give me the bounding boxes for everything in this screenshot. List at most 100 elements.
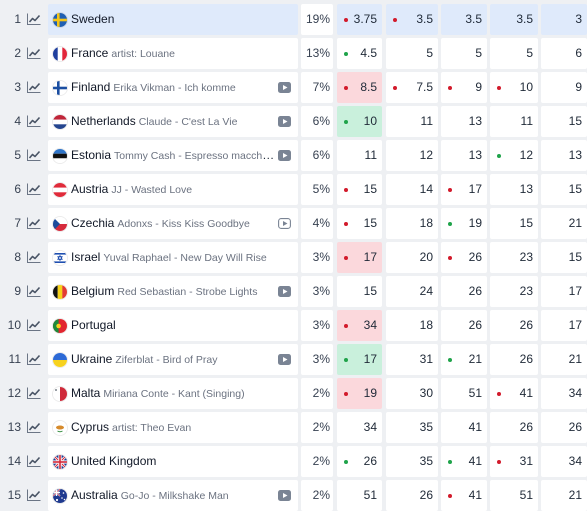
trend-chart-icon[interactable]: [27, 183, 41, 195]
table-row[interactable]: 11 Ukraine Ziferblat - Bird of Pray 3% 17 31 2…: [0, 344, 587, 375]
trend-chart-icon[interactable]: [27, 353, 41, 365]
entry-cell[interactable]: Austria JJ - Wasted Love: [48, 174, 298, 205]
odds-cell[interactable]: 5: [441, 38, 487, 69]
trend-chart-icon[interactable]: [27, 81, 41, 93]
odds-cell[interactable]: 51: [337, 480, 382, 511]
odds-cell[interactable]: 12: [490, 140, 538, 171]
odds-cell[interactable]: 34: [337, 412, 382, 443]
odds-cell[interactable]: 19: [337, 378, 382, 409]
odds-cell[interactable]: 11: [490, 106, 538, 137]
odds-cell[interactable]: 30: [386, 378, 438, 409]
odds-cell[interactable]: 15: [541, 174, 587, 205]
odds-cell[interactable]: 3.5: [490, 4, 538, 35]
odds-cell[interactable]: 35: [386, 412, 438, 443]
entry-cell[interactable]: Finland Erika Vikman - Ich komme: [48, 72, 298, 103]
video-play-icon[interactable]: [278, 82, 291, 93]
odds-cell[interactable]: 26: [490, 344, 538, 375]
odds-cell[interactable]: 5: [386, 38, 438, 69]
country-name[interactable]: Austria: [71, 182, 109, 196]
table-row[interactable]: 4 Netherlands Claude - C'est La Vie 6% 10 11 1…: [0, 106, 587, 137]
entry-cell[interactable]: Australia Go-Jo - Milkshake Man: [48, 480, 298, 511]
odds-cell[interactable]: 3.5: [441, 4, 487, 35]
trend-chart-icon[interactable]: [27, 421, 41, 433]
odds-cell[interactable]: 3: [541, 4, 587, 35]
trend-chart-icon[interactable]: [27, 115, 41, 127]
video-play-icon[interactable]: [278, 116, 291, 127]
trend-chart-icon[interactable]: [27, 489, 41, 501]
trend-chart-icon[interactable]: [27, 149, 41, 161]
odds-cell[interactable]: 21: [541, 208, 587, 239]
odds-cell[interactable]: 34: [541, 378, 587, 409]
trend-chart-icon[interactable]: [27, 319, 41, 331]
odds-cell[interactable]: 8.5: [337, 72, 382, 103]
odds-cell[interactable]: 41: [490, 378, 538, 409]
odds-cell[interactable]: 31: [490, 446, 538, 477]
odds-cell[interactable]: 4.5: [337, 38, 382, 69]
table-row[interactable]: 10 Portugal 3% 34 18 26 26 17: [0, 310, 587, 341]
odds-cell[interactable]: 26: [441, 242, 487, 273]
odds-cell[interactable]: 14: [386, 174, 438, 205]
table-row[interactable]: 15 Australia Go-Jo - Milkshake Man 2% 51 26 41…: [0, 480, 587, 511]
entry-cell[interactable]: Cyprus artist: Theo Evan: [48, 412, 298, 443]
odds-cell[interactable]: 21: [541, 480, 587, 511]
odds-cell[interactable]: 26: [441, 310, 487, 341]
odds-cell[interactable]: 17: [337, 242, 382, 273]
table-row[interactable]: 1 Sweden 19% 3.75 3.5 3.5 3.5 3: [0, 4, 587, 35]
country-name[interactable]: Netherlands: [71, 114, 136, 128]
odds-cell[interactable]: 17: [541, 276, 587, 307]
video-play-icon[interactable]: [278, 354, 291, 365]
odds-cell[interactable]: 12: [386, 140, 438, 171]
video-play-icon[interactable]: [278, 490, 291, 501]
odds-cell[interactable]: 51: [441, 378, 487, 409]
table-row[interactable]: 3 Finland Erika Vikman - Ich komme 7% 8.5 7.5…: [0, 72, 587, 103]
odds-cell[interactable]: 26: [490, 412, 538, 443]
table-row[interactable]: 8 Israel Yuval Raphael - New Day Will Rise…: [0, 242, 587, 273]
country-name[interactable]: Australia: [71, 488, 118, 502]
odds-cell[interactable]: 15: [541, 242, 587, 273]
odds-cell[interactable]: 10: [337, 106, 382, 137]
odds-cell[interactable]: 26: [441, 276, 487, 307]
odds-cell[interactable]: 21: [541, 344, 587, 375]
entry-cell[interactable]: Czechia Adonxs - Kiss Kiss Goodbye: [48, 208, 298, 239]
odds-cell[interactable]: 26: [386, 480, 438, 511]
odds-cell[interactable]: 13: [541, 140, 587, 171]
odds-cell[interactable]: 11: [386, 106, 438, 137]
trend-chart-icon[interactable]: [27, 455, 41, 467]
country-name[interactable]: Israel: [71, 250, 101, 264]
odds-cell[interactable]: 7.5: [386, 72, 438, 103]
country-name[interactable]: Malta: [71, 386, 101, 400]
odds-cell[interactable]: 18: [386, 310, 438, 341]
entry-cell[interactable]: Belgium Red Sebastian - Strobe Lights: [48, 276, 298, 307]
entry-cell[interactable]: United Kingdom: [48, 446, 298, 477]
entry-cell[interactable]: Estonia Tommy Cash - Espresso macchiato: [48, 140, 298, 171]
table-row[interactable]: 2 France artist: Louane 13% 4.5 5 5 5 6: [0, 38, 587, 69]
odds-cell[interactable]: 15: [337, 208, 382, 239]
entry-cell[interactable]: Sweden: [48, 4, 298, 35]
entry-cell[interactable]: Malta Miriana Conte - Kant (Singing): [48, 378, 298, 409]
country-name[interactable]: Ukraine: [71, 352, 113, 366]
country-name[interactable]: Sweden: [71, 12, 115, 26]
odds-cell[interactable]: 20: [386, 242, 438, 273]
trend-chart-icon[interactable]: [27, 285, 41, 297]
odds-cell[interactable]: 41: [441, 480, 487, 511]
odds-cell[interactable]: 13: [490, 174, 538, 205]
video-play-icon[interactable]: [278, 286, 291, 297]
country-name[interactable]: Estonia: [71, 148, 112, 162]
entry-cell[interactable]: France artist: Louane: [48, 38, 298, 69]
entry-cell[interactable]: Netherlands Claude - C'est La Vie: [48, 106, 298, 137]
odds-cell[interactable]: 24: [386, 276, 438, 307]
country-name[interactable]: Finland: [71, 80, 111, 94]
odds-cell[interactable]: 23: [490, 242, 538, 273]
trend-chart-icon[interactable]: [27, 251, 41, 263]
odds-cell[interactable]: 41: [441, 412, 487, 443]
country-name[interactable]: Czechia: [71, 216, 115, 230]
odds-cell[interactable]: 11: [337, 140, 382, 171]
odds-cell[interactable]: 9: [541, 72, 587, 103]
odds-cell[interactable]: 17: [441, 174, 487, 205]
table-row[interactable]: 13 Cyprus artist: Theo Evan 2% 34 35 41 26 26: [0, 412, 587, 443]
country-name[interactable]: United Kingdom: [71, 454, 157, 468]
entry-cell[interactable]: Israel Yuval Raphael - New Day Will Rise: [48, 242, 298, 273]
odds-cell[interactable]: 21: [441, 344, 487, 375]
odds-cell[interactable]: 19: [441, 208, 487, 239]
trend-chart-icon[interactable]: [27, 217, 41, 229]
